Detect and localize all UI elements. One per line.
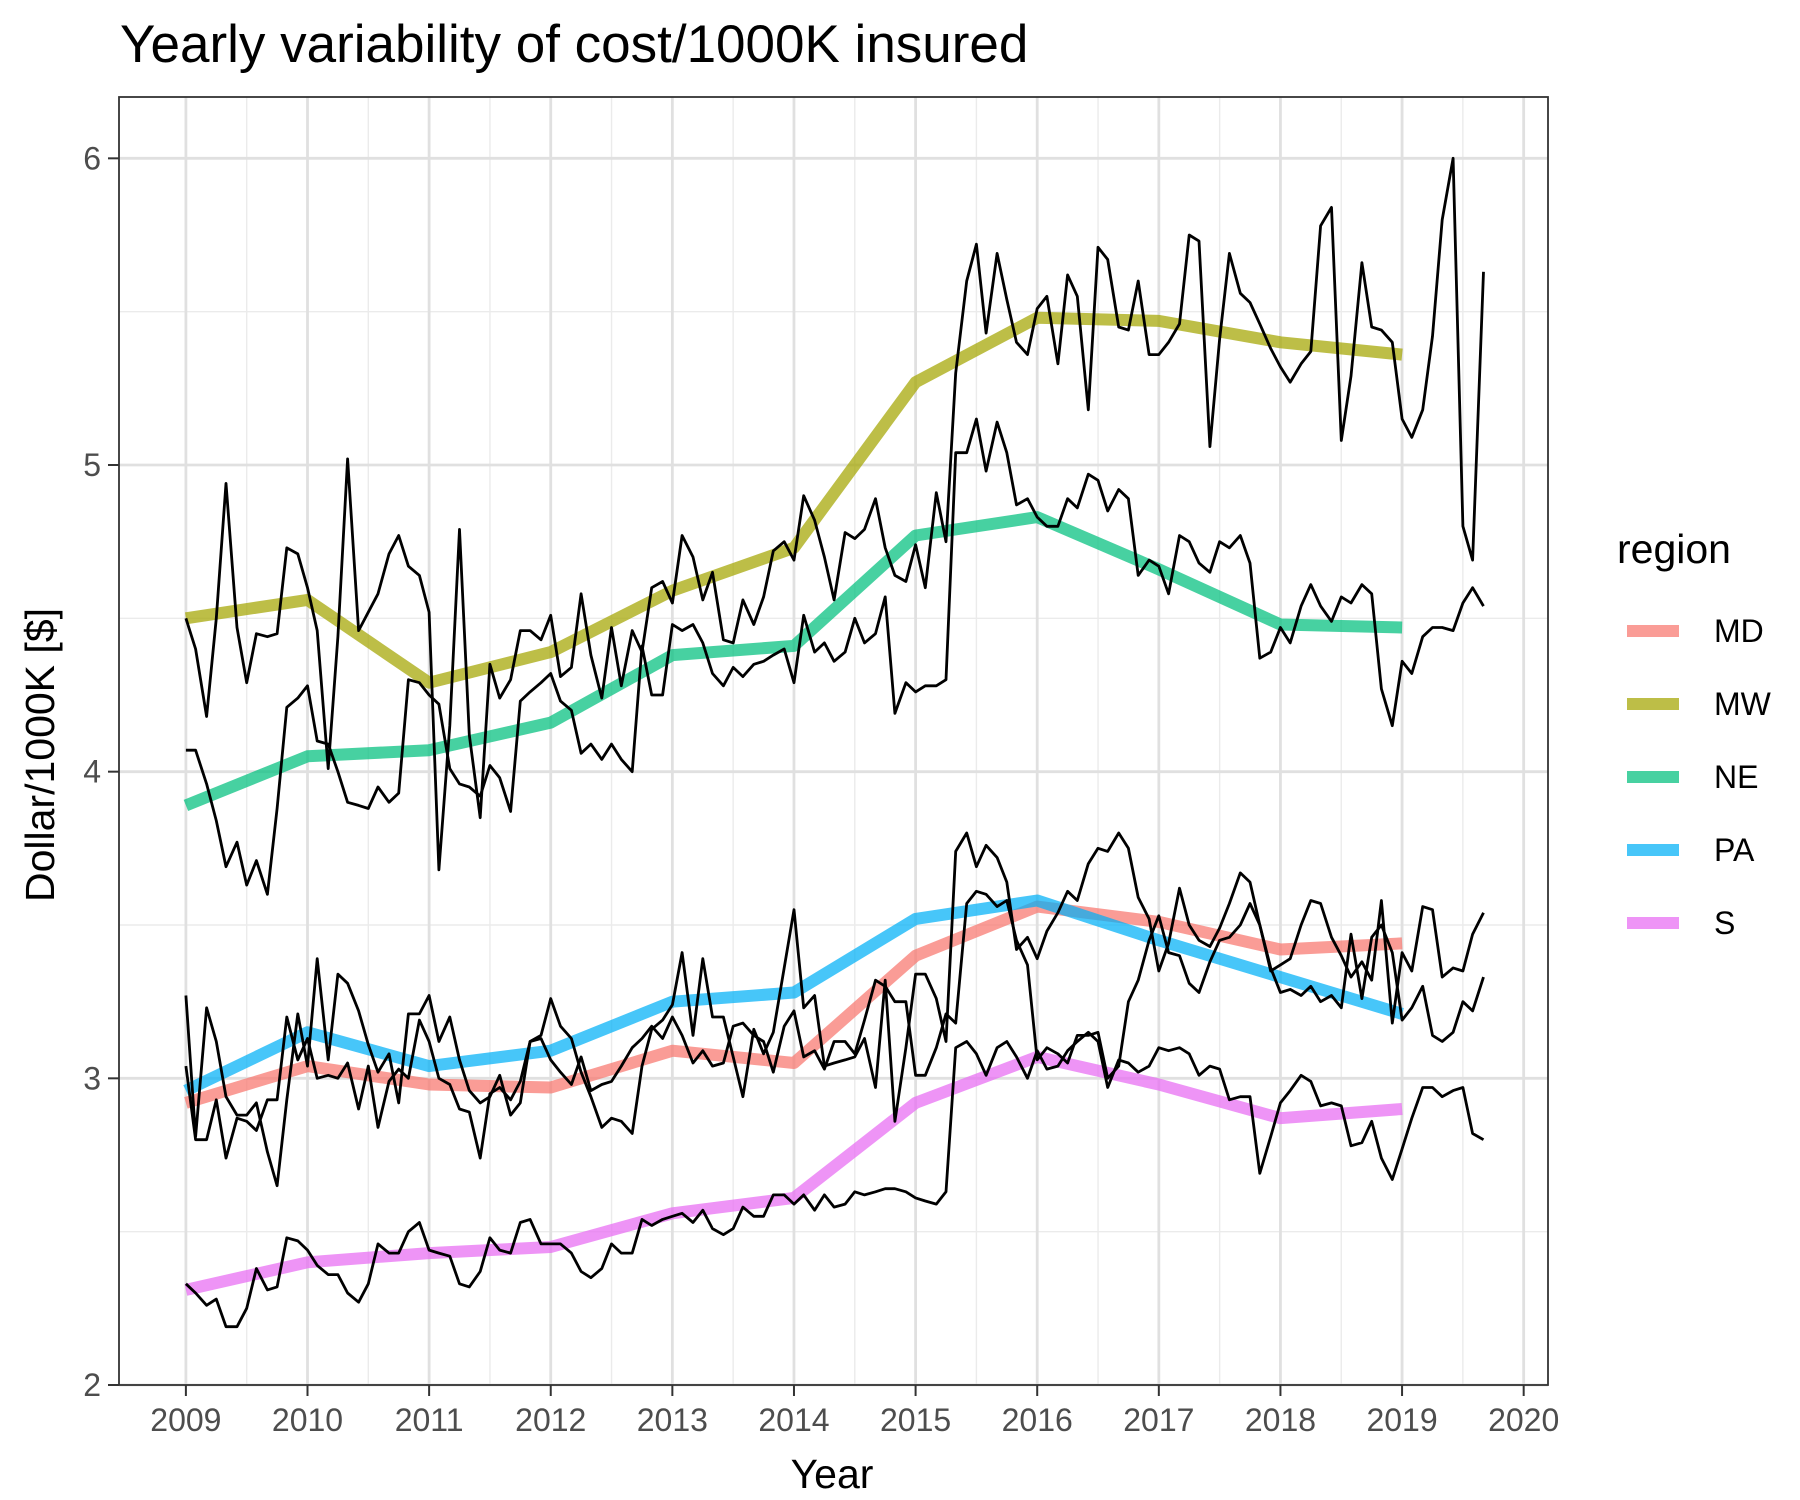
legend-label-s: S [1714,905,1735,941]
series-line-md [184,900,1403,1109]
x-tick-label: 2019 [1366,1402,1437,1438]
x-tick-label: 2020 [1488,1402,1559,1438]
x-tick-label: 2013 [637,1402,708,1438]
y-axis: 2 3 4 5 6 [83,140,119,1403]
x-tick-label: 2011 [395,1402,464,1438]
x-axis: 2009 2010 2011 2012 2013 2014 2015 2016 2017 2018… [150,1385,1559,1438]
y-axis-label: Dollar/1000K [$] [17,608,63,902]
x-tick-label: 2010 [272,1402,343,1438]
grid-lines [119,97,1548,1387]
legend-label-mw: MW [1714,686,1772,722]
y-tick-label: 6 [83,140,101,176]
legend-title: region [1617,526,1731,572]
x-tick-label: 2016 [1002,1402,1073,1438]
monthly-line-5 [184,1030,1485,1329]
x-tick-label: 2015 [880,1402,951,1438]
x-tick-label: 2018 [1245,1402,1316,1438]
monthly-line-4 [184,889,1485,1160]
x-tick-label: 2012 [515,1402,586,1438]
trend-series-group [183,311,1404,1296]
x-tick-label: 2014 [758,1402,829,1438]
y-tick-label: 5 [83,447,101,483]
monthly-line-1 [184,156,1485,872]
monthly-series-group [184,156,1485,1329]
x-tick-label: 2017 [1123,1402,1194,1438]
series-line-mw [185,311,1403,689]
y-tick-label: 4 [83,754,101,790]
legend-label-md: MD [1714,613,1764,649]
series-line-s [184,1050,1403,1296]
y-tick-label: 2 [83,1367,101,1403]
series-line-ne [183,511,1403,811]
legend-label-pa: PA [1714,832,1755,868]
legend-label-ne: NE [1714,759,1758,795]
x-tick-label: 2009 [150,1402,221,1438]
legend: region MD MW NE PA S [1617,526,1772,941]
chart-title: Yearly variability of cost/1000K insured [120,15,1028,74]
monthly-line-3 [184,831,1485,1188]
y-tick-label: 3 [83,1060,101,1096]
x-axis-label: Year [791,1451,874,1497]
plot-panel-border [118,96,1549,1386]
monthly-line-2 [185,417,1485,896]
